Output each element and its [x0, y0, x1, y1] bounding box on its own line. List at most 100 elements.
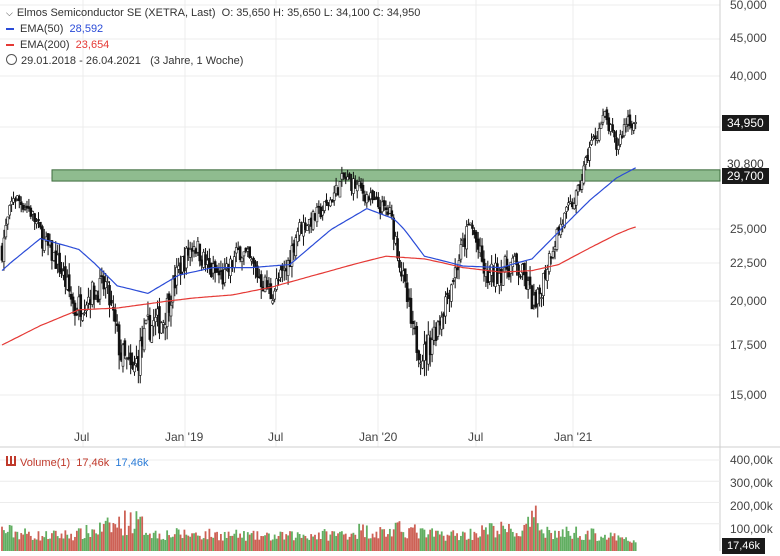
- volume-bar: [156, 538, 159, 551]
- candle-body: [169, 305, 173, 317]
- candle-body: [138, 340, 142, 376]
- volume-bar: [486, 534, 489, 551]
- volume-bar: [43, 537, 46, 551]
- volume-bar: [289, 531, 291, 551]
- legend-ema50[interactable]: EMA(50) 28,592: [6, 21, 103, 37]
- candle-body: [14, 198, 17, 202]
- volume-bar: [444, 540, 447, 551]
- volume-bar: [68, 538, 71, 551]
- candle-body: [542, 273, 545, 296]
- candle-body: [217, 271, 221, 276]
- candle-body: [110, 300, 113, 304]
- candle-body: [329, 199, 332, 207]
- candle-body: [540, 297, 543, 299]
- volume-value-blue: 17,46k: [115, 457, 149, 469]
- volume-bar: [340, 531, 343, 551]
- candle-body: [384, 207, 388, 210]
- volume-bar: [70, 533, 73, 551]
- candle-body: [290, 245, 294, 267]
- candle-body: [259, 274, 263, 288]
- volume-bar: [52, 530, 55, 551]
- candle-body: [296, 231, 300, 242]
- volume-bar: [148, 533, 151, 551]
- volume-bar: [542, 533, 545, 551]
- volume-bar: [579, 536, 581, 551]
- candle-body: [64, 266, 67, 287]
- volume-bar: [49, 538, 51, 551]
- volume-bar: [89, 536, 92, 551]
- candle-body: [474, 231, 478, 243]
- volume-bar: [127, 525, 130, 551]
- volume-bar: [517, 536, 520, 551]
- volume-bar: [262, 536, 265, 551]
- volume-bar: [613, 533, 616, 551]
- candle-body: [396, 238, 399, 259]
- volume-bar: [87, 533, 90, 551]
- volume-bar: [511, 531, 514, 551]
- volume-bar: [607, 537, 610, 551]
- candle-body: [152, 320, 155, 327]
- volume-bar: [206, 539, 209, 551]
- volume-bar: [429, 529, 432, 551]
- volume-bar: [154, 530, 157, 551]
- candle-body: [4, 225, 8, 238]
- volume-bar: [344, 533, 347, 551]
- volume-bar: [325, 531, 328, 551]
- volume-bar: [62, 538, 65, 551]
- volume-bar: [95, 533, 97, 551]
- volume-bar: [281, 532, 284, 551]
- volume-bar: [60, 533, 63, 551]
- candle-body: [465, 226, 468, 250]
- candle-body: [269, 283, 273, 300]
- volume-bar: [461, 531, 464, 551]
- volume-bar: [473, 531, 476, 551]
- candle-body: [594, 135, 597, 140]
- volume-header[interactable]: Volume(1) 17,46k 17,46k: [6, 455, 148, 471]
- volume-bar: [494, 537, 497, 551]
- volume-bar: [114, 524, 117, 551]
- volume-bar: [427, 534, 430, 551]
- volume-bar: [460, 535, 462, 551]
- legend-ema200[interactable]: EMA(200) 23,654: [6, 37, 109, 53]
- volume-bar: [220, 533, 222, 551]
- volume-bar: [360, 530, 362, 551]
- volume-bar: [139, 516, 142, 551]
- candle-body: [392, 217, 396, 240]
- date-range: 29.01.2018 - 26.04.2021 (3 Jahre, 1 Woch…: [6, 53, 243, 69]
- candle-body: [33, 213, 36, 222]
- candle-body: [459, 244, 463, 260]
- volume-bar: [64, 530, 67, 551]
- volume-bar: [72, 540, 74, 551]
- volume-bar: [254, 539, 257, 551]
- candle-body: [144, 319, 148, 324]
- candle-body: [411, 320, 415, 325]
- candle-body: [275, 278, 278, 290]
- range-text: 29.01.2018 - 26.04.2021: [21, 55, 141, 67]
- volume-bar: [319, 538, 322, 551]
- volume-bar: [54, 530, 57, 551]
- volume-bar: [102, 523, 105, 551]
- candle-body: [605, 109, 609, 121]
- volume-bar: [29, 535, 32, 551]
- chevron-down-icon[interactable]: ⌵: [6, 8, 13, 18]
- candle-body: [634, 122, 637, 124]
- volume-bar: [250, 533, 253, 551]
- volume-bar: [532, 517, 535, 551]
- candle-body: [67, 274, 71, 292]
- volume-bar: [346, 539, 349, 551]
- candle-body: [597, 128, 601, 141]
- volume-bar: [456, 533, 458, 551]
- volume-bar: [168, 535, 170, 551]
- volume-bar: [31, 539, 34, 551]
- volume-bar: [66, 534, 69, 551]
- volume-label: Volume(1): [20, 457, 71, 469]
- volume-bar: [316, 539, 318, 551]
- volume-bar: [588, 539, 591, 551]
- candle-body: [511, 257, 515, 267]
- volume-bar: [412, 527, 414, 551]
- candle-body: [142, 328, 146, 351]
- volume-bar: [304, 535, 307, 551]
- volume-bar: [373, 537, 376, 551]
- volume-bar: [273, 534, 276, 551]
- volume-bar: [123, 510, 126, 551]
